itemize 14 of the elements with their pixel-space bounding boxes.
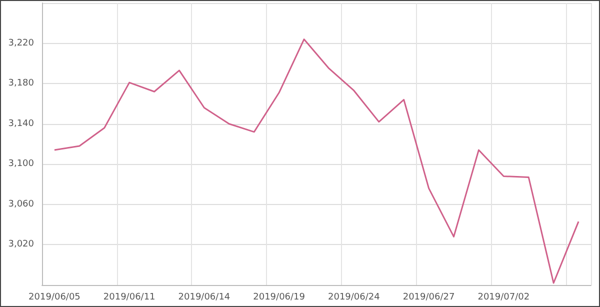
y-tick-label: 3,140 — [8, 118, 34, 129]
x-tick-label: 2019/06/11 — [103, 292, 156, 302]
x-tick-label: 2019/06/27 — [402, 292, 455, 302]
x-tick-label: 2019/06/19 — [253, 292, 306, 302]
y-tick-label: 3,180 — [8, 78, 34, 89]
x-tick-label: 2019/06/05 — [28, 292, 80, 302]
x-tick-label: 2019/06/14 — [178, 292, 230, 302]
line-series — [54, 38, 580, 284]
y-tick-label: 3,220 — [8, 38, 34, 48]
y-tick-label: 3,100 — [8, 159, 34, 170]
y-tick-label: 3,060 — [8, 199, 34, 210]
x-tick-label: 2019/07/02 — [478, 292, 530, 302]
y-tick-label: 3,020 — [8, 240, 34, 250]
x-tick-label: 2019/06/24 — [328, 292, 380, 302]
